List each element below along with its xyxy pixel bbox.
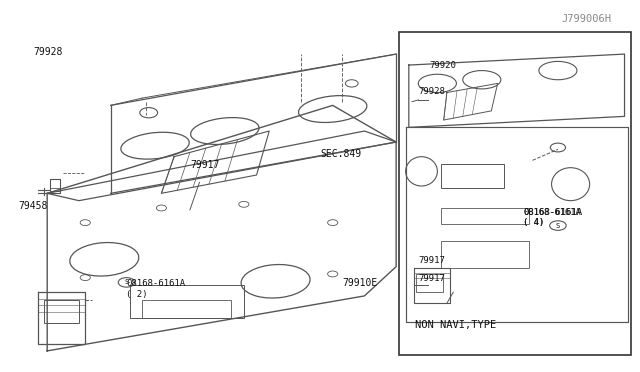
Text: 79917: 79917	[190, 160, 220, 170]
Text: 79917: 79917	[419, 274, 445, 283]
Text: 79920: 79920	[429, 61, 456, 70]
Text: 08168-6161A
( 2): 08168-6161A ( 2)	[127, 279, 186, 299]
Text: 79917: 79917	[419, 256, 445, 264]
Bar	[399, 32, 631, 355]
Text: 79910E: 79910E	[342, 278, 378, 288]
Bar	[142, 299, 231, 318]
Text: NON NAVI,TYPE: NON NAVI,TYPE	[415, 320, 497, 330]
Text: S: S	[556, 222, 560, 228]
Bar	[130, 285, 244, 318]
Bar	[440, 208, 529, 224]
Text: 08168-6161A
( 4): 08168-6161A ( 4)	[523, 208, 580, 227]
Bar	[417, 274, 443, 292]
Text: 79928: 79928	[33, 47, 63, 57]
Bar	[440, 164, 504, 188]
Text: 79928: 79928	[419, 87, 445, 96]
Bar	[44, 299, 79, 323]
Text: SEC.849: SEC.849	[320, 149, 361, 159]
Text: 79458: 79458	[19, 201, 48, 211]
Text: S: S	[124, 279, 129, 285]
Bar	[440, 241, 529, 269]
Text: 08168-6161A
( 4): 08168-6161A ( 4)	[523, 208, 582, 227]
Text: J799006H: J799006H	[561, 14, 611, 24]
